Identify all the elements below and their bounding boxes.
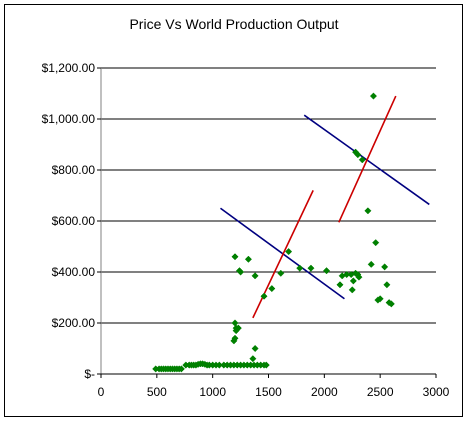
data-point — [237, 268, 245, 276]
data-point — [358, 156, 366, 164]
x-tick-label: 1000 — [199, 385, 226, 399]
data-point — [177, 365, 185, 373]
x-tick-label: 1500 — [255, 385, 282, 399]
y-tick-label: $200.00 — [52, 316, 96, 330]
x-tick-label: 2000 — [311, 385, 338, 399]
data-point — [348, 286, 356, 294]
data-point — [277, 269, 285, 277]
data-point — [244, 255, 252, 263]
data-point — [323, 267, 331, 275]
data-point — [232, 327, 240, 335]
data-point — [231, 253, 239, 261]
data-point — [364, 207, 372, 215]
trend-line — [338, 95, 397, 223]
data-point — [372, 239, 380, 247]
data-point — [260, 292, 268, 300]
data-point — [376, 295, 384, 303]
x-tick-label: 2500 — [367, 385, 394, 399]
gridlines — [101, 67, 436, 324]
y-tick-label: $800.00 — [52, 163, 96, 177]
x-axis-tick-labels: 0 500 1000 1500 2000 2500 3000 — [98, 374, 450, 399]
data-point — [230, 337, 238, 345]
chart-frame: Price Vs World Production Output $- $200.… — [4, 4, 463, 417]
x-tick-label: 3000 — [423, 385, 450, 399]
data-point — [262, 361, 270, 369]
data-point — [296, 264, 304, 272]
y-tick-label: $600.00 — [52, 214, 96, 228]
data-point — [381, 263, 389, 271]
data-point — [251, 344, 259, 353]
data-point — [268, 285, 276, 293]
y-tick-label: $- — [84, 367, 95, 381]
y-tick-label: $400.00 — [52, 265, 96, 279]
x-tick-label: 0 — [98, 385, 105, 399]
y-axis-tick-labels: $- $200.00 $400.00 $600.00 $800.00 $1,000.00 $… — [42, 61, 101, 381]
data-point — [367, 260, 375, 268]
x-tick-label: 500 — [147, 385, 167, 399]
y-tick-label: $1,000.00 — [42, 112, 96, 126]
data-point — [249, 355, 257, 363]
data-point — [251, 272, 259, 280]
data-point — [383, 281, 391, 289]
data-point — [285, 248, 293, 256]
chart-svg: Price Vs World Production Output $- $200.… — [42, 16, 450, 399]
y-tick-label: $1,200.00 — [42, 61, 96, 75]
data-point — [349, 277, 357, 285]
chart-title: Price Vs World Production Output — [129, 16, 338, 32]
data-point — [336, 281, 344, 289]
data-point — [354, 151, 362, 159]
data-point — [355, 273, 363, 281]
data-point — [387, 300, 395, 308]
data-points — [152, 92, 395, 373]
data-point — [307, 264, 315, 272]
data-point — [369, 92, 378, 100]
